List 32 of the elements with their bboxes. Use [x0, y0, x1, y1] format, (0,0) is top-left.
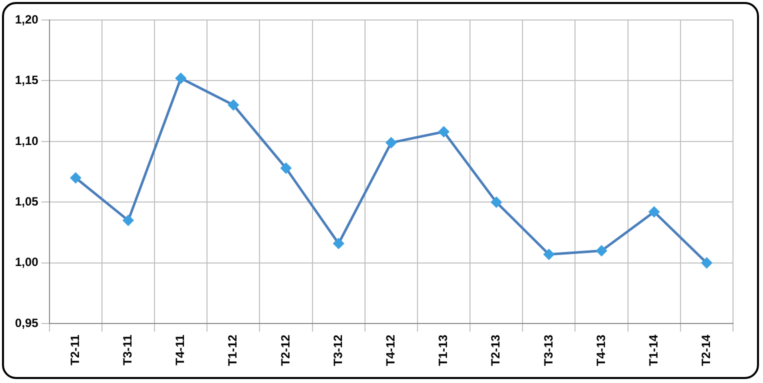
x-tick-label: T2-14	[699, 334, 714, 366]
y-tick-label: 1,00	[14, 255, 39, 270]
x-tick-label: T3-11	[120, 334, 135, 366]
x-tick-label: T1-13	[436, 334, 450, 366]
point	[544, 249, 554, 260]
y-tick-label: 1,20	[14, 12, 39, 26]
x-tick-label: T3-13	[541, 334, 556, 366]
x-tick-label: T3-12	[330, 334, 345, 366]
x-tick-label: T1-14	[646, 334, 660, 366]
point	[491, 196, 502, 208]
point	[333, 238, 344, 249]
x-tick-label: T1-12	[226, 334, 240, 366]
point	[280, 162, 292, 174]
point	[386, 137, 396, 148]
x-tick-label: T2-13	[488, 334, 503, 366]
point	[596, 246, 607, 256]
point	[438, 126, 450, 137]
y-tick-label: 1,05	[14, 194, 39, 209]
x-tick-label: T2-12	[278, 334, 292, 366]
x-tick-label: T4-13	[594, 334, 608, 366]
y-tick-label: 0,95	[14, 316, 39, 330]
point	[122, 215, 134, 226]
point	[176, 73, 186, 84]
y-tick-label: 1,15	[14, 73, 39, 88]
point	[648, 206, 660, 218]
point	[701, 258, 712, 268]
point	[70, 172, 81, 184]
x-tick-label: T4-11	[173, 334, 188, 366]
x-tick-label: T2-11	[68, 334, 82, 366]
x-tick-label: T4-12	[383, 334, 398, 366]
point	[228, 100, 239, 110]
y-tick-label: 1,10	[14, 134, 39, 148]
